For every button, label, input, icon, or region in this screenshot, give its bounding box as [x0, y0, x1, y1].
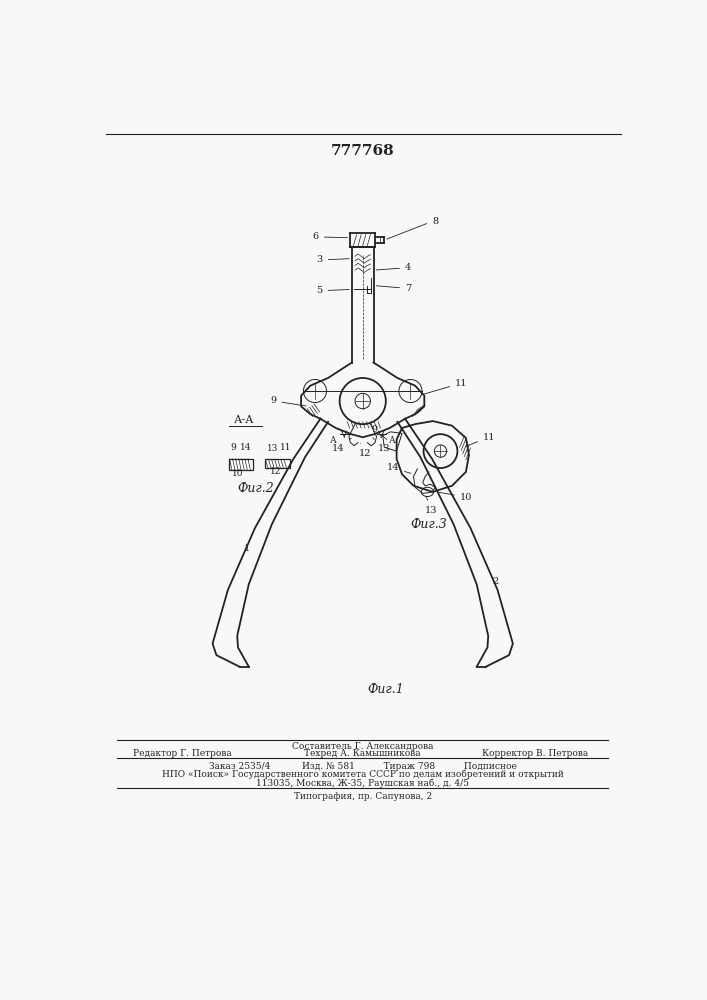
Text: Фиг.2: Фиг.2 — [238, 482, 274, 495]
Bar — [265, 459, 290, 468]
Text: А: А — [389, 436, 395, 445]
Text: А-А: А-А — [234, 415, 255, 425]
Text: 11: 11 — [281, 443, 292, 452]
Text: 9: 9 — [270, 396, 306, 406]
Bar — [229, 459, 253, 470]
Text: Типография, пр. Сапунова, 2: Типография, пр. Сапунова, 2 — [293, 792, 432, 801]
Text: 3: 3 — [317, 255, 349, 264]
Text: 1: 1 — [243, 544, 250, 553]
Text: 9: 9 — [371, 425, 387, 439]
Text: 12: 12 — [359, 443, 371, 458]
Text: 4: 4 — [376, 263, 411, 272]
Text: 9: 9 — [230, 443, 236, 452]
Text: 13: 13 — [425, 496, 438, 515]
Text: 11: 11 — [466, 433, 496, 446]
Text: А: А — [330, 436, 337, 445]
Text: Составитель Г. Александрова: Составитель Г. Александрова — [292, 742, 433, 751]
Text: 7: 7 — [376, 284, 411, 293]
Text: 14: 14 — [240, 443, 251, 452]
Text: Фиг.1: Фиг.1 — [368, 683, 404, 696]
Text: 13: 13 — [267, 444, 278, 453]
Text: Корректор В. Петрова: Корректор В. Петрова — [482, 749, 588, 758]
Text: Редактор Г. Петрова: Редактор Г. Петрова — [133, 749, 232, 758]
Text: 11: 11 — [424, 379, 467, 394]
Text: 5: 5 — [317, 286, 349, 295]
Text: 10: 10 — [439, 492, 472, 502]
Text: 6: 6 — [312, 232, 348, 241]
Text: 10: 10 — [232, 469, 243, 478]
Text: 14: 14 — [332, 438, 351, 453]
Text: 2: 2 — [492, 577, 498, 586]
Text: 8: 8 — [387, 217, 438, 239]
Text: НПО «Поиск» Государственного комитета СССР по делам изобретений и открытий: НПО «Поиск» Государственного комитета СС… — [162, 770, 563, 779]
Text: Заказ 2535/4           Изд. № 581          Тираж 798          Подписное: Заказ 2535/4 Изд. № 581 Тираж 798 Подпис… — [209, 762, 517, 771]
Text: 14: 14 — [387, 463, 411, 473]
Text: 13: 13 — [373, 438, 391, 453]
Text: 777768: 777768 — [331, 144, 395, 158]
Text: Фиг.3: Фиг.3 — [411, 518, 448, 531]
Text: 12: 12 — [269, 467, 281, 476]
Text: Техред А. Камышникова: Техред А. Камышникова — [305, 749, 421, 758]
Text: 113035, Москва, Ж-35, Раушская наб., д. 4/5: 113035, Москва, Ж-35, Раушская наб., д. … — [256, 778, 469, 788]
